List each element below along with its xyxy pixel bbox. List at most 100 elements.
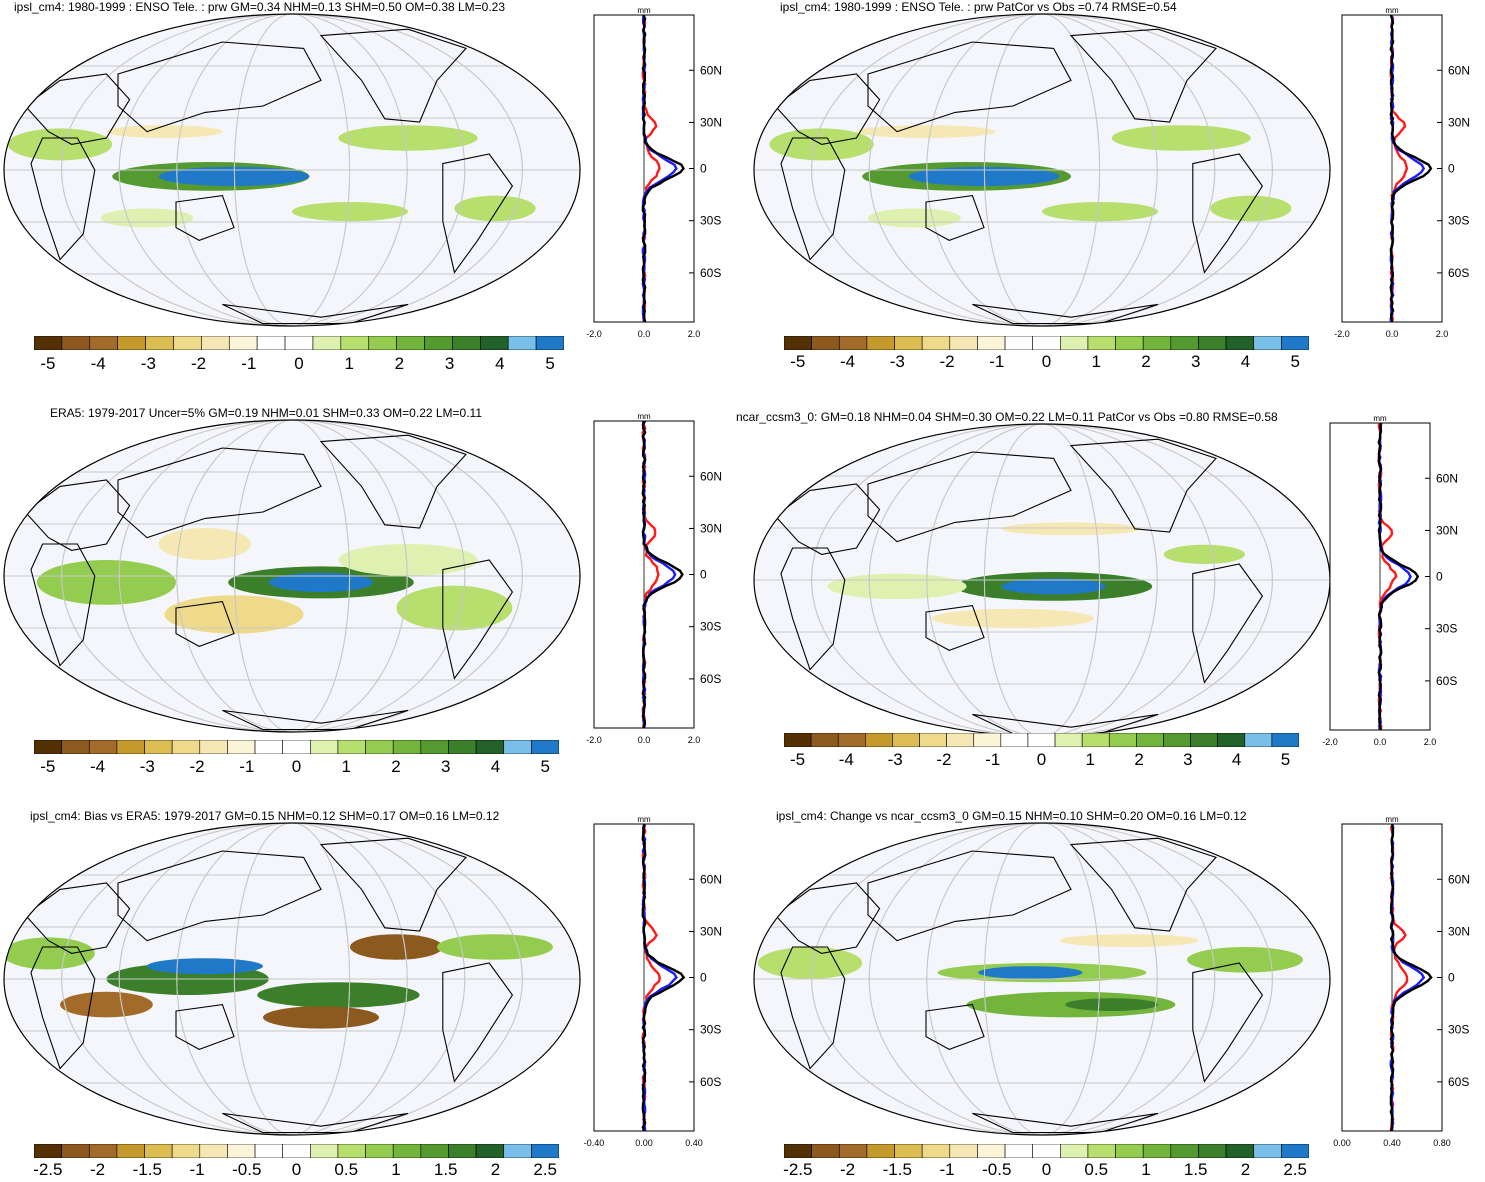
y-tick-label: 30N [1436,523,1458,537]
anomaly-region [106,125,223,138]
coastline [1192,563,1264,684]
longitude-line [176,420,408,732]
x-tick-label: 2.0 [688,329,701,339]
colorbar-swatch [282,740,311,754]
coastline [1069,837,1217,932]
colorbar-swatch [507,336,537,350]
coastline [774,73,881,145]
anomaly-region [338,125,478,151]
colorbar-swatch [396,336,425,350]
colorbar [784,733,1299,747]
colorbar-swatch [1060,1144,1089,1158]
colorbar-swatch [392,740,422,754]
colorbar-tick-label: -5 [40,757,56,776]
coastline [1069,28,1217,123]
colorbar-swatch [973,733,1002,747]
colorbar-tick-label: 0 [294,354,304,373]
y-tick-label: 60S [700,1075,721,1089]
map-border [753,822,1331,1136]
colorbar-swatch [337,1144,366,1158]
anomaly-region [1163,544,1245,564]
anomaly-region [827,573,967,600]
coastline [780,946,846,1070]
colorbar-swatch [368,336,397,350]
anomaly-region [350,934,443,960]
coastline [319,434,467,529]
anomaly-region [36,560,176,605]
colorbar-swatch [310,1144,339,1158]
anomaly-region [100,208,194,228]
colorbar-swatch [228,336,258,350]
x-tick-label: 2.0 [1424,737,1437,747]
longitude-line [868,14,1216,326]
colorbar-swatch [480,336,509,350]
colorbar-labels: -2.5 -2 -1.5 -1 -0.5 0 0.5 1 1.5 2 2.5 [33,1160,559,1182]
anomaly-region [868,208,961,228]
colorbar-swatch [1004,1144,1033,1158]
zonal-profile-line [1389,14,1433,323]
colorbar-swatch [1170,336,1199,350]
anomaly-region [931,608,1095,628]
colorbar-tick-label: 2 [1134,750,1144,769]
anomaly-region [263,1006,379,1029]
colorbar-swatch [784,733,812,747]
longitude-line [926,823,1158,1135]
anomaly-region [454,195,536,222]
panel-title: ipsl_cm4: Bias vs ERA5: 1979-2017 GM=0.1… [30,809,500,823]
zonal-unit: mm [637,412,651,421]
x-tick-label: 0.80 [1433,1138,1451,1148]
colorbar-swatch [116,740,145,754]
world-map [3,13,581,327]
colorbar-swatch [420,1144,449,1158]
x-tick-label: -2.0 [1334,329,1350,339]
colorbar-tick-label: 3 [444,354,455,373]
coastline [24,479,131,551]
colorbar-swatch [838,1144,868,1158]
colorbar-tick-label: -2 [89,1160,106,1179]
colorbar-swatch [199,1144,228,1158]
colorbar-swatch [1060,336,1089,350]
colorbar-swatch [227,740,256,754]
zonal-unit: mm [1385,815,1399,824]
world-map [753,423,1331,737]
panel-title: ERA5: 1979-2017 Uncer=5% GM=0.19 NHM=0.0… [50,406,483,420]
colorbar-swatch [1163,733,1191,747]
x-tick-label: -2.0 [586,735,602,745]
zonal-mean-plot: mm 60N 30N 0 30S 60S 0.00 0.40 0.80 [1333,815,1470,1148]
colorbar-swatch [921,1144,951,1158]
longitude-line [61,14,523,326]
colorbar-labels: -2.5 -2 -1.5 -1 -0.5 0 0.5 1 1.5 2 2.5 [783,1160,1309,1182]
colorbar-swatch [949,1144,978,1158]
colorbar-tick-label: 4 [490,757,501,776]
colorbar-tick-label: -5 [790,352,806,371]
colorbar-swatch [1190,733,1218,747]
colorbar-swatch [171,1144,201,1158]
zonal-profile-line [641,823,686,1132]
coastline [442,153,514,274]
colorbar-swatch [866,1144,895,1158]
colorbar-swatch [117,336,146,350]
coastline [175,194,235,242]
anomaly-region [757,947,863,979]
colorbar-labels: -5 -4 -3 -2 -1 0 1 2 3 4 5 [34,757,559,779]
colorbar-swatch [88,1144,118,1158]
colorbar-labels: -5 -4 -3 -2 -1 0 1 2 3 4 5 [784,750,1299,772]
coastline [319,28,467,123]
colorbar-swatch [1198,1144,1227,1158]
world-map [753,13,1331,327]
anomaly-region [1065,998,1158,1011]
y-tick-label: 60N [1448,63,1470,77]
zonal-unit: mm [637,6,651,15]
colorbar-swatch [921,336,951,350]
colorbar-swatch [34,740,62,754]
colorbar-tick-label: 5 [545,354,555,373]
colorbar-swatch [448,740,477,754]
coastline [1069,438,1217,533]
coastline [925,604,985,652]
anomaly-region [338,544,478,576]
anomaly-region [7,128,113,161]
coastline [774,882,881,954]
zonal-unit: mm [1385,6,1399,15]
colorbar-tick-label: 0 [291,757,302,776]
colorbar-swatch [420,740,449,754]
